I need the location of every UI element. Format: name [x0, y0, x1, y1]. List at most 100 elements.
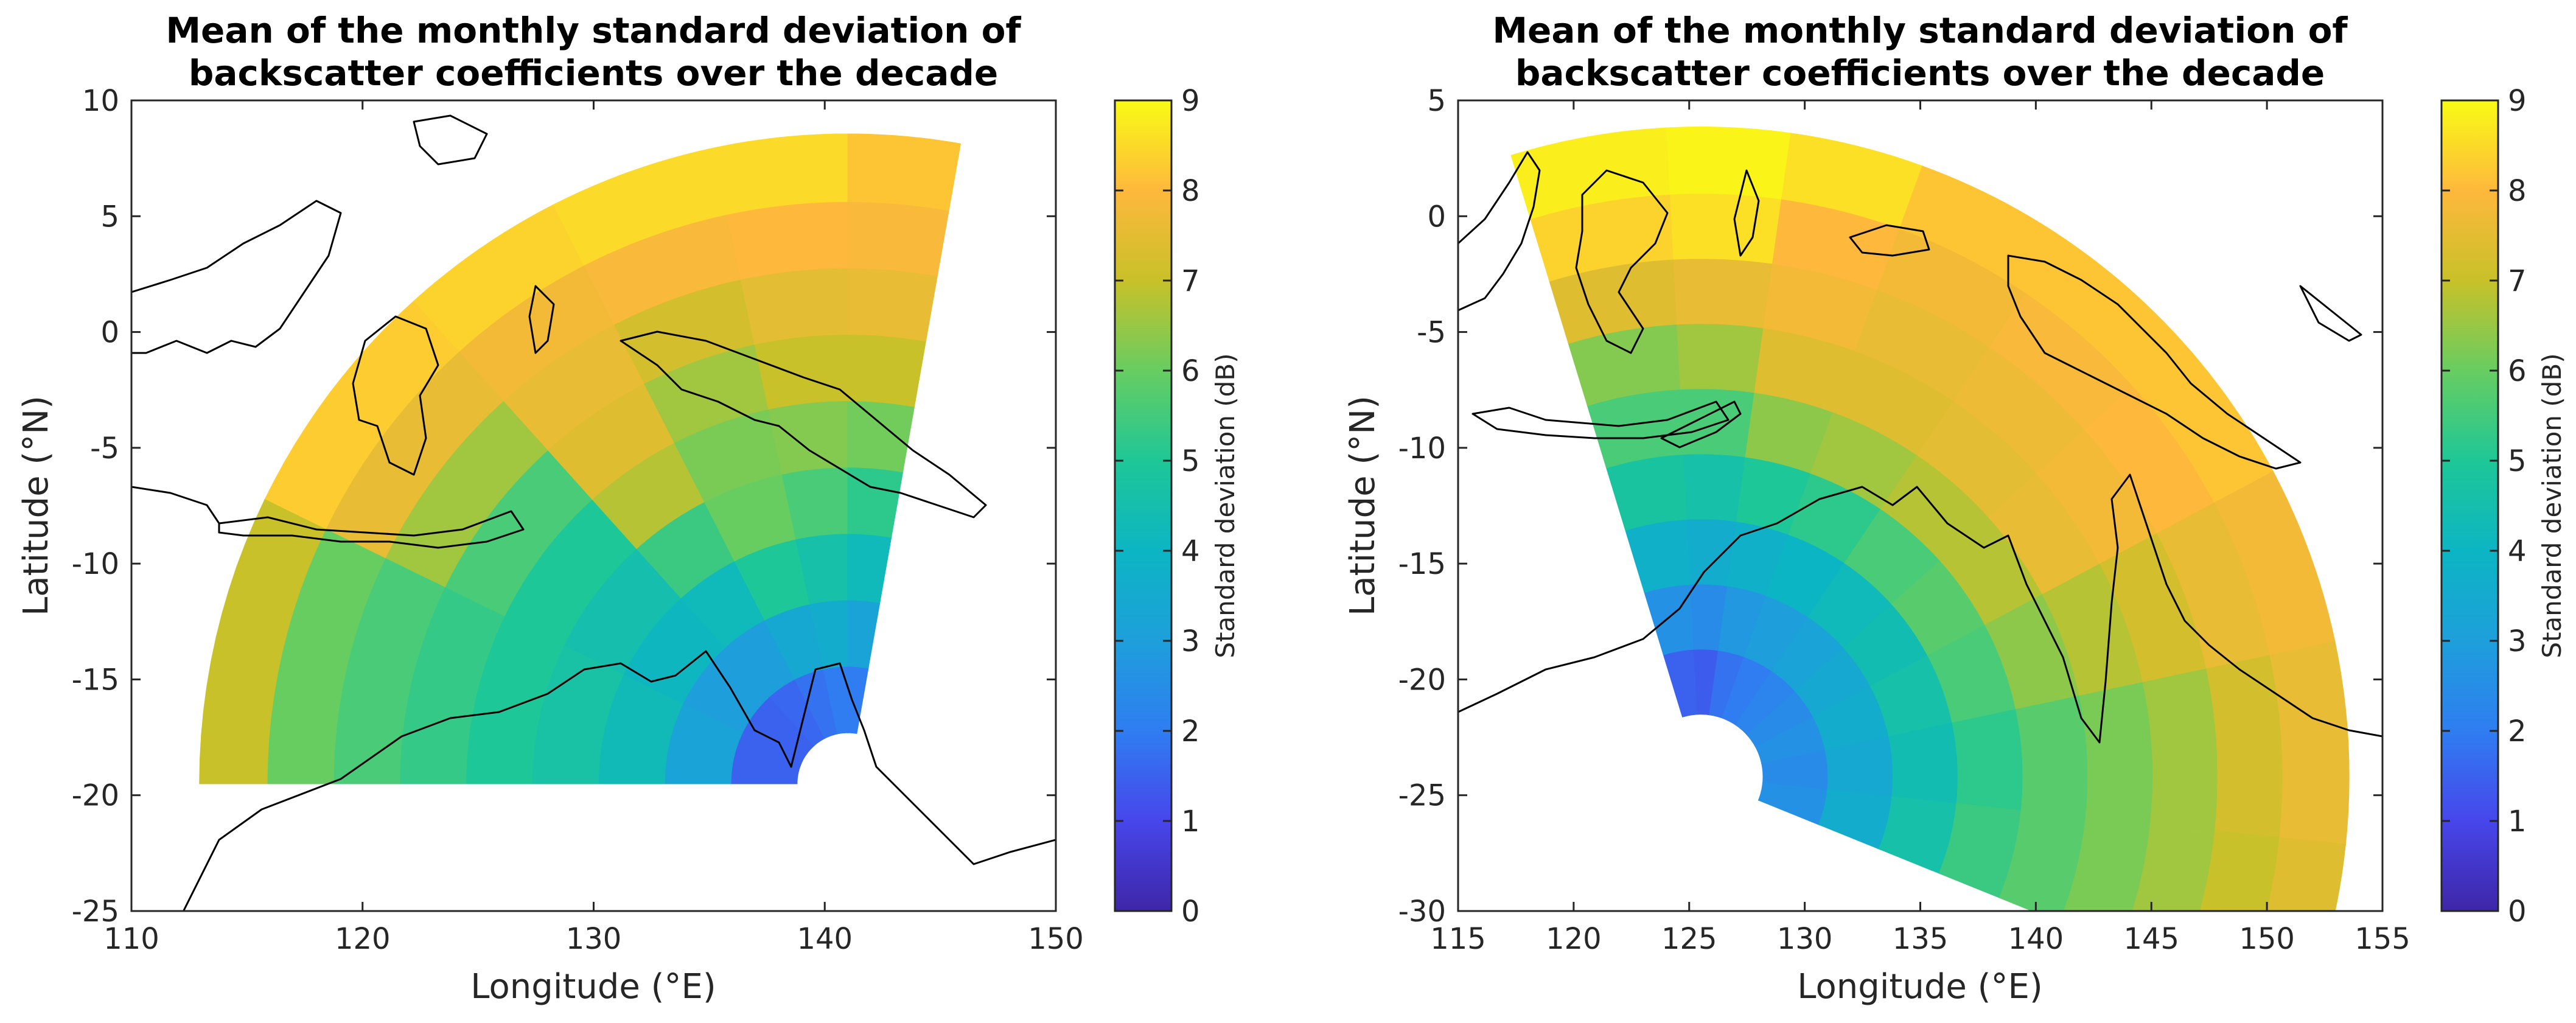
sector-cell-7-3 [1952, 708, 2025, 811]
x-tick-label: 130 [566, 922, 622, 956]
sector-cell-1-5 [1677, 321, 1765, 393]
colorbar-border [2440, 99, 2499, 912]
coastline-solomons [2299, 285, 2362, 342]
colorbar-tick-label: 9 [1181, 84, 1200, 118]
y-axis-ticks: -25 -20 -15 -10 -5 0 5 10 [72, 84, 1056, 929]
sector-cells [199, 133, 962, 784]
y-tick-label: 5 [100, 200, 119, 234]
coastline-lesser-sunda [1471, 400, 1730, 439]
colorbar [1115, 100, 1171, 911]
colorbar-tick-label: 7 [2508, 264, 2527, 298]
colorbar-tick-label: 9 [2508, 84, 2527, 118]
colorbar-tick-label: 3 [1181, 624, 1200, 658]
colorbar-tick-label: 5 [2508, 444, 2527, 478]
y-tick-label: 10 [82, 84, 119, 118]
coastline-australia [1458, 473, 2382, 744]
coastline-borneo [131, 200, 342, 354]
colorbar-ticks: 0 1 2 3 4 5 6 7 8 9 [1115, 84, 1200, 929]
coastline-timor [1660, 400, 1742, 449]
x-tick-label: 150 [1028, 922, 1084, 956]
sector-cells [1510, 127, 2350, 911]
colorbar-tick-label: 6 [1181, 354, 1200, 388]
x-tick-label: 115 [1430, 922, 1486, 956]
colorbar-tick-label: 4 [2508, 534, 2527, 568]
right-map-panel: Mean of the monthly standard deviation o… [1343, 10, 2567, 1007]
y-tick-label: -5 [90, 431, 119, 466]
y-tick-label: -10 [72, 547, 119, 581]
colorbar [2442, 100, 2498, 911]
sector-cell-7-8 [2269, 641, 2350, 845]
sector-cell-4-5 [753, 332, 848, 410]
coastline-java [131, 486, 220, 524]
sector-cell-4-7 [726, 200, 848, 280]
sector-cell-7-5 [2079, 682, 2155, 825]
y-tick-label: 0 [1427, 200, 1446, 234]
y-tick-label: -25 [1398, 779, 1446, 813]
sector-cell-7-7 [2206, 654, 2285, 839]
sector-cell-5-7 [847, 200, 950, 277]
coastline-new-guinea [620, 330, 987, 518]
sector-cell-8-8 [2266, 837, 2346, 911]
y-tick-label: -5 [1417, 316, 1446, 350]
sector-cell-5-8 [847, 133, 962, 211]
y-axis-label: Latitude (°N) [16, 396, 56, 616]
colorbar-tick-label: 4 [1181, 534, 1200, 568]
coastlines [1458, 151, 2382, 744]
chart-title-line-1: Mean of the monthly standard deviation o… [1492, 10, 2348, 51]
x-tick-label: 120 [335, 922, 391, 956]
sector-cell-7-4 [2015, 695, 2090, 818]
coastline-seram [1849, 224, 1930, 257]
coastline-borneo [1458, 151, 1541, 312]
sector-cell-4-4 [767, 399, 848, 475]
sector-cell-7-6 [2142, 668, 2220, 832]
coastline-sulawesi [352, 315, 439, 476]
x-axis-ticks: 115 120 125 130 135 140 145 150 155 [1430, 100, 2410, 956]
sector-cell-1-3 [1683, 452, 1747, 522]
colorbar-ticks: 0 1 2 3 4 5 6 7 8 9 [2442, 84, 2527, 929]
colorbar-tick-label: 7 [1181, 264, 1200, 298]
coastline-new-guinea [2007, 254, 2302, 470]
y-tick-label: -15 [72, 663, 119, 697]
colorbar-tick-label: 1 [2508, 805, 2527, 839]
x-tick-label: 125 [1661, 922, 1717, 956]
colorbar-tick-label: 1 [1181, 805, 1200, 839]
colorbar-tick-label: 6 [2508, 354, 2527, 388]
coastline-sulawesi [1575, 169, 1669, 354]
y-tick-label: -10 [1398, 431, 1446, 466]
y-axis-ticks: -30 -25 -20 -15 -10 -5 0 5 [1398, 84, 2382, 929]
x-tick-label: 150 [2239, 922, 2295, 956]
coastlines [131, 114, 1056, 911]
x-tick-label: 130 [1777, 922, 1833, 956]
chart-title-line-2: backscatter coefficients over the decade [189, 52, 998, 94]
x-axis-ticks: 110 120 130 140 150 [103, 100, 1084, 956]
y-tick-label: 0 [100, 316, 119, 350]
y-tick-label: -30 [1398, 895, 1446, 929]
left-map-panel: Mean of the monthly standard deviation o… [16, 10, 1240, 1007]
y-axis-label: Latitude (°N) [1343, 396, 1383, 616]
sector-cell-1-7 [1669, 192, 1782, 264]
chart-title-line-2: backscatter coefficients over the decade [1515, 52, 2325, 94]
colorbar-label: Standard deviation (dB) [2537, 353, 2567, 658]
coastline-lesser-sunda [218, 510, 525, 549]
x-tick-label: 120 [1546, 922, 1602, 956]
colorbar-tick-label: 0 [2508, 895, 2527, 929]
x-tick-label: 140 [2008, 922, 2064, 956]
colorbar-tick-label: 8 [2508, 174, 2527, 208]
x-axis-label: Longitude (°E) [1797, 967, 2042, 1007]
sector-cell-4-6 [740, 266, 848, 345]
sector-cell-5-5 [847, 332, 927, 407]
coastline-halmahera [528, 285, 555, 354]
colorbar-tick-label: 2 [1181, 714, 1200, 749]
colorbar-label: Standard deviation (dB) [1210, 353, 1240, 658]
colorbar-tick-label: 2 [2508, 714, 2527, 749]
colorbar-tick-label: 8 [1181, 174, 1200, 208]
sector-cell-5-6 [847, 266, 938, 342]
x-tick-label: 155 [2354, 922, 2410, 956]
x-tick-label: 140 [797, 922, 853, 956]
y-tick-label: -15 [1398, 547, 1446, 581]
sector-cell-4-8 [712, 133, 848, 215]
coastline-australia [182, 650, 1056, 911]
sector-cell-7-2 [1888, 722, 1960, 805]
colorbar-border [1114, 99, 1173, 912]
